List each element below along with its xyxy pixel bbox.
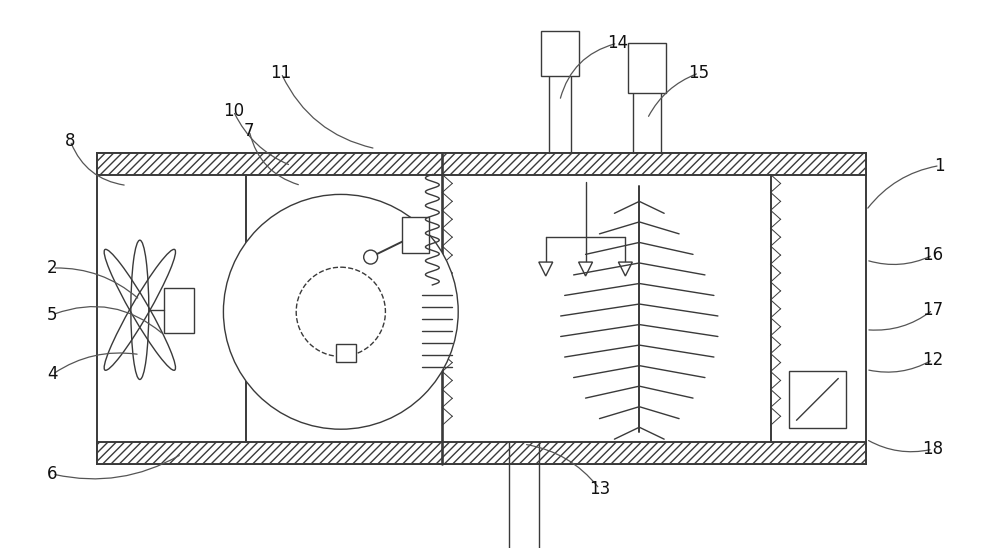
Bar [164, 288, 194, 333]
Circle shape [364, 250, 378, 264]
Bar [628, 43, 666, 93]
Text: 5: 5 [47, 306, 58, 324]
Text: 13: 13 [589, 480, 610, 498]
Text: 10: 10 [223, 102, 244, 120]
Polygon shape [579, 262, 593, 276]
Bar [789, 371, 846, 428]
Bar [336, 344, 356, 362]
Bar [541, 31, 579, 76]
Text: 4: 4 [47, 366, 58, 384]
Polygon shape [539, 262, 553, 276]
Text: 14: 14 [607, 34, 628, 52]
Text: 6: 6 [47, 465, 58, 483]
Bar [402, 217, 429, 253]
Bar [97, 442, 866, 464]
Text: 17: 17 [922, 301, 943, 319]
Bar [97, 153, 866, 175]
Text: 8: 8 [65, 132, 75, 150]
Text: 16: 16 [922, 246, 943, 264]
Ellipse shape [131, 240, 149, 379]
Text: 15: 15 [688, 64, 710, 82]
Circle shape [223, 194, 458, 429]
Text: 1: 1 [934, 156, 945, 175]
Text: 11: 11 [270, 64, 292, 82]
Bar [97, 153, 866, 464]
Text: 12: 12 [922, 351, 943, 368]
Polygon shape [618, 262, 632, 276]
Text: 18: 18 [922, 440, 943, 458]
Circle shape [296, 267, 385, 356]
Text: 7: 7 [244, 122, 255, 140]
Text: 2: 2 [47, 259, 58, 277]
